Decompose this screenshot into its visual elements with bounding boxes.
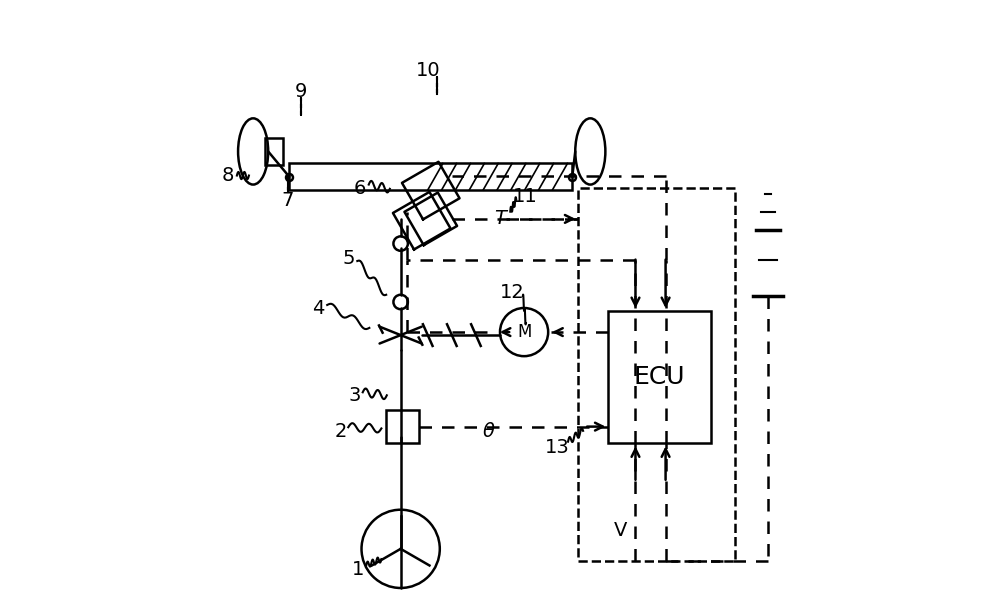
Bar <box>386 410 419 444</box>
Bar <box>578 188 735 561</box>
Text: 12: 12 <box>500 283 524 302</box>
Text: 13: 13 <box>545 438 570 457</box>
Text: 7: 7 <box>282 192 294 210</box>
Text: 3: 3 <box>348 386 360 405</box>
Text: 5: 5 <box>342 249 355 268</box>
Text: ECU: ECU <box>634 365 685 389</box>
Text: 1: 1 <box>352 561 365 580</box>
Text: V: V <box>614 521 627 540</box>
Text: 6: 6 <box>354 179 366 198</box>
Text: 8: 8 <box>222 166 234 185</box>
Text: $\theta$: $\theta$ <box>482 422 496 441</box>
Text: 4: 4 <box>312 299 324 317</box>
Bar <box>608 311 711 444</box>
Text: 11: 11 <box>513 187 538 206</box>
Text: 10: 10 <box>415 60 440 79</box>
Text: 9: 9 <box>295 82 307 101</box>
Bar <box>265 138 283 164</box>
Text: 2: 2 <box>334 422 347 441</box>
Text: M: M <box>517 323 531 341</box>
Bar <box>289 163 572 190</box>
Text: T: T <box>494 209 506 229</box>
